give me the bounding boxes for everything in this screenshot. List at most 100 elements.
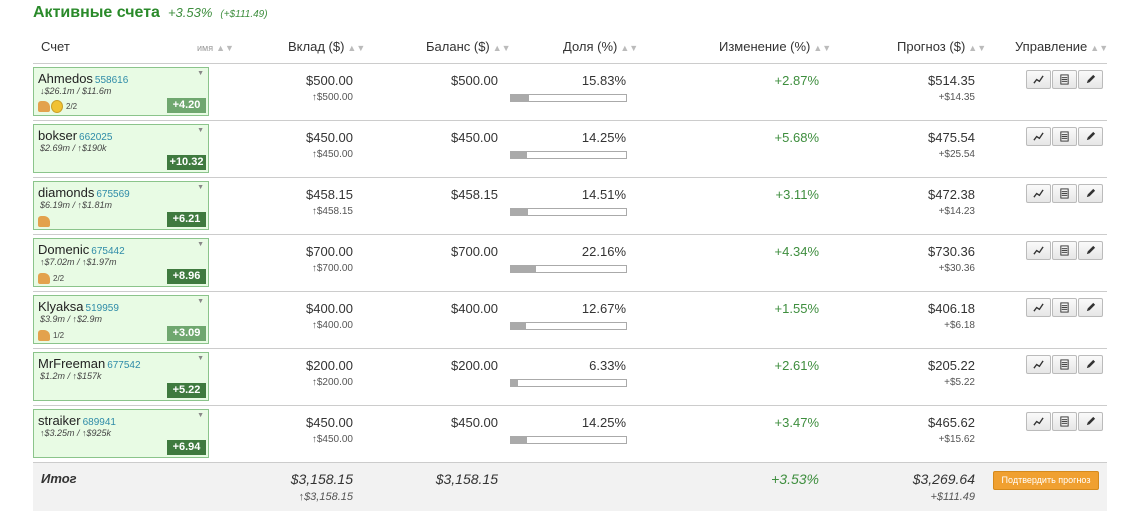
total-deposit-sub: ↑$3,158.15 (298, 491, 353, 503)
change-value: +1.55% (774, 301, 819, 316)
share-bar (510, 208, 627, 216)
chart-icon (1033, 245, 1044, 256)
edit-button[interactable] (1078, 298, 1103, 317)
edit-button[interactable] (1078, 70, 1103, 89)
table-icon (1059, 74, 1070, 85)
edit-button[interactable] (1078, 184, 1103, 203)
forecast-cell: $205.22 +$5.22 (928, 358, 975, 388)
details-button[interactable] (1052, 412, 1077, 431)
sort-by-name[interactable]: имя ▲▼ (197, 39, 234, 54)
row-controls (1026, 412, 1104, 431)
account-card[interactable]: Ahmedos 558616 ▼ ↓$26.1m / $11.6m 2/2 +4.20 (33, 67, 209, 116)
confirm-forecast-button[interactable]: Подтвердить прогноз (993, 471, 1099, 490)
account-card[interactable]: bokser 662025 ▼ $2.69m / ↑$190k +10.32 (33, 124, 209, 173)
share-bar-fill (511, 437, 528, 443)
table-row: straiker 689941 ▼ ↑$3.25m / ↑$925k +6.94 $450… (33, 406, 1107, 463)
account-card[interactable]: Domenic 675442 ▼ ↑$7.02m / ↑$1.97m 2/2 +8.96 (33, 238, 209, 287)
dropdown-arrow-icon[interactable]: ▼ (197, 298, 204, 305)
account-id: 677542 (107, 360, 141, 371)
account-card[interactable]: straiker 689941 ▼ ↑$3.25m / ↑$925k +6.94 (33, 409, 209, 458)
edit-button[interactable] (1078, 127, 1103, 146)
forecast-sub: +$14.35 (938, 92, 975, 103)
thumbs-up-icon (38, 101, 50, 112)
account-name: bokser (38, 128, 78, 143)
balance-value: $200.00 (451, 358, 498, 373)
chart-button[interactable] (1026, 127, 1051, 146)
details-button[interactable] (1052, 298, 1077, 317)
table-row: Klyaksa 519959 ▼ $3.9m / ↑$2.9m 1/2 +3.09 $400… (33, 292, 1107, 349)
dropdown-arrow-icon[interactable]: ▼ (197, 70, 204, 77)
dropdown-arrow-icon[interactable]: ▼ (197, 127, 204, 134)
row-controls (1026, 241, 1104, 260)
account-card[interactable]: MrFreeman 677542 ▼ $1.2m / ↑$157k +5.22 (33, 352, 209, 401)
account-id: 689941 (82, 417, 116, 428)
forecast-cell: $472.38 +$14.23 (928, 187, 975, 217)
details-button[interactable] (1052, 241, 1077, 260)
deposit-value: $500.00 (306, 73, 353, 88)
account-name: Domenic (38, 242, 90, 257)
edit-button[interactable] (1078, 355, 1103, 374)
forecast-value: $205.22 (928, 358, 975, 373)
balance-value: $500.00 (451, 73, 498, 88)
forecast-sub: +$14.23 (938, 206, 975, 217)
details-button[interactable] (1052, 184, 1077, 203)
details-button[interactable] (1052, 355, 1077, 374)
total-forecast-value: $3,269.64 (912, 471, 975, 487)
forecast-sub: +$5.22 (944, 377, 975, 388)
share-value: 14.25% (581, 415, 626, 430)
sort-arrows-icon: ▲▼ (968, 43, 987, 53)
col-forecast[interactable]: Прогноз ($) ▲▼ (897, 39, 986, 54)
total-label: Итог (41, 471, 77, 486)
account-name-wrap: diamonds 675569 (38, 185, 130, 200)
col-change[interactable]: Изменение (%) ▲▼ (719, 39, 831, 54)
share-bar-fill (511, 95, 530, 101)
total-deposit: $3,158.15 ↑$3,158.15 (291, 471, 353, 503)
chart-icon (1033, 416, 1044, 427)
balance-value: $450.00 (451, 130, 498, 145)
pencil-icon (1085, 245, 1096, 256)
col-balance[interactable]: Баланс ($) ▲▼ (426, 39, 511, 54)
row-controls (1026, 184, 1104, 203)
account-card[interactable]: diamonds 675569 ▼ $6.19m / ↑$1.81m +6.21 (33, 181, 209, 230)
chart-button[interactable] (1026, 241, 1051, 260)
account-badges: 2/2 (38, 273, 64, 284)
forecast-cell: $730.36 +$30.36 (928, 244, 975, 274)
account-score: +5.22 (167, 383, 206, 398)
chart-button[interactable] (1026, 70, 1051, 89)
account-name-wrap: Klyaksa 519959 (38, 299, 119, 314)
chart-button[interactable] (1026, 412, 1051, 431)
chart-button[interactable] (1026, 355, 1051, 374)
forecast-sub: +$6.18 (944, 320, 975, 331)
chart-button[interactable] (1026, 184, 1051, 203)
table-icon (1059, 302, 1070, 313)
dropdown-arrow-icon[interactable]: ▼ (197, 412, 204, 419)
dropdown-arrow-icon[interactable]: ▼ (197, 241, 204, 248)
deposit-value: $458.15 (306, 187, 353, 202)
col-share[interactable]: Доля (%) ▲▼ (563, 39, 638, 54)
pencil-icon (1085, 131, 1096, 142)
dropdown-arrow-icon[interactable]: ▼ (197, 184, 204, 191)
details-button[interactable] (1052, 70, 1077, 89)
row-controls (1026, 127, 1104, 146)
dropdown-arrow-icon[interactable]: ▼ (197, 355, 204, 362)
deposit-value: $400.00 (306, 301, 353, 316)
table-row: bokser 662025 ▼ $2.69m / ↑$190k +10.32 $450.0… (33, 121, 1107, 178)
chart-icon (1033, 74, 1044, 85)
account-name-wrap: straiker 689941 (38, 413, 116, 428)
chart-button[interactable] (1026, 298, 1051, 317)
deposit-cell: $500.00 ↑$500.00 (306, 73, 353, 103)
total-row: Итог $3,158.15 ↑$3,158.15 $3,158.15 +3.5… (33, 463, 1107, 511)
edit-button[interactable] (1078, 412, 1103, 431)
edit-button[interactable] (1078, 241, 1103, 260)
col-manage[interactable]: Управление ▲▼ (1015, 39, 1108, 54)
account-name-wrap: Domenic 675442 (38, 242, 125, 257)
col-deposit[interactable]: Вклад ($) ▲▼ (288, 39, 365, 54)
account-id: 662025 (79, 132, 113, 143)
account-score: +4.20 (167, 98, 206, 113)
table-row: MrFreeman 677542 ▼ $1.2m / ↑$157k +5.22 $200.… (33, 349, 1107, 406)
details-button[interactable] (1052, 127, 1077, 146)
account-score: +6.94 (167, 440, 206, 455)
row-controls (1026, 355, 1104, 374)
rating-fraction: 2/2 (66, 102, 78, 111)
account-card[interactable]: Klyaksa 519959 ▼ $3.9m / ↑$2.9m 1/2 +3.09 (33, 295, 209, 344)
